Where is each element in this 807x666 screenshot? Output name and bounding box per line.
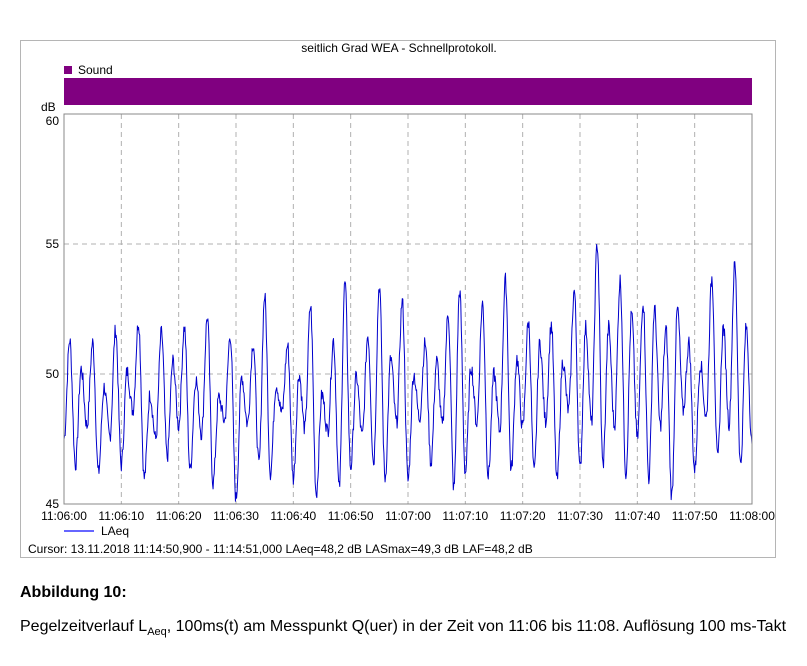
sound-band [64,78,752,105]
series-layer [63,243,753,502]
caption-text: Pegelzeitverlauf LAeq, 100ms(t) am Messp… [20,616,790,643]
x-tick-label: 11:06:40 [270,509,316,523]
x-tick-label: 11:06:30 [213,509,259,523]
caption-title: Abbildung 10: [20,584,127,601]
chart-panel: seitlich Grad WEA - Schnellprotokoll. So… [20,40,776,558]
x-tick-label: 11:07:10 [442,509,488,523]
legend-label-laeq: LAeq [101,524,129,538]
caption-text-before: Pegelzeitverlauf L [20,618,148,635]
x-tick-label: 11:07:50 [672,509,718,523]
y-tick-label: 45 [46,497,60,511]
x-tick-label: 11:06:00 [41,509,87,523]
x-tick-label: 11:06:50 [328,509,374,523]
cursor-readout: Cursor: 13.11.2018 11:14:50,900 - 11:14:… [28,542,533,556]
caption-subscript: Aeq [147,626,167,639]
caption-text-after: , 100ms(t) am Messpunkt Q(uer) in der Ze… [166,618,787,635]
x-tick-label: 11:06:20 [156,509,202,523]
x-tick-label: 11:07:00 [385,509,431,523]
legend-label-sound: Sound [78,63,113,77]
y-tick-label: 55 [46,237,60,251]
plot-area [63,113,753,505]
y-tick-label: 50 [46,367,60,381]
x-tick-labels: 11:06:00 11:06:10 11:06:20 11:06:30 11:06:40… [41,509,775,523]
y-tick-label: 60 [46,114,60,128]
grid-layer [64,114,752,504]
x-tick-label: 11:07:40 [614,509,660,523]
x-tick-label: 11:08:00 [729,509,775,523]
y-tick-labels: 45 50 55 60 [46,114,60,511]
x-tick-label: 11:07:30 [557,509,603,523]
legend-swatch-sound [64,66,72,74]
x-tick-label: 11:06:10 [98,509,144,523]
chart-title: seitlich Grad WEA - Schnellprotokoll. [301,41,496,55]
y-axis-unit-label: dB [41,100,56,114]
chart-svg: seitlich Grad WEA - Schnellprotokoll. So… [28,41,775,556]
figure-caption: Abbildung 10: Pegelzeitverlauf LAeq, 100… [20,584,790,643]
series-line-laeq [63,243,753,502]
x-tick-label: 11:07:20 [500,509,546,523]
